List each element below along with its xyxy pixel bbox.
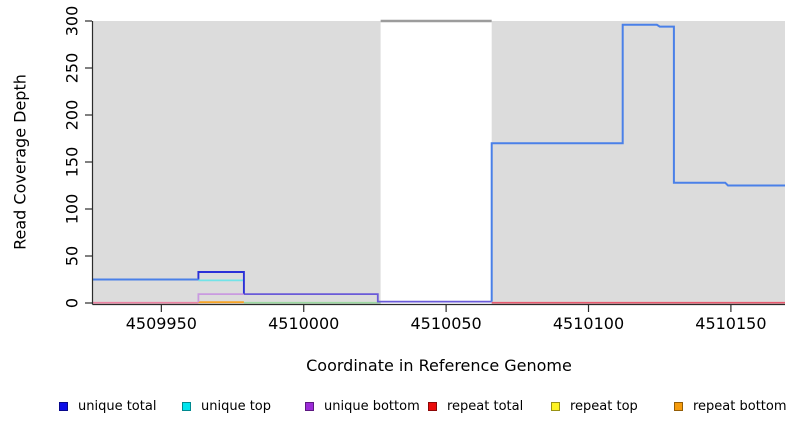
x-axis-title: Coordinate in Reference Genome bbox=[306, 356, 572, 375]
x-tick-label: 4510000 bbox=[268, 314, 340, 333]
legend-item-repeat-top: repeat top bbox=[551, 398, 638, 414]
series-unique-total-right bbox=[490, 23, 785, 302]
series-unique-total-dark-step bbox=[197, 271, 245, 294]
legend-swatch-icon bbox=[182, 401, 191, 411]
legend-item-unique-top: unique top bbox=[182, 398, 271, 414]
legend-item-repeat-total: repeat total bbox=[428, 398, 523, 414]
legend-item-repeat-bottom: repeat bottom bbox=[674, 398, 787, 414]
legend-item-unique-bottom: unique bottom bbox=[305, 398, 420, 414]
y-tick-label: 150 bbox=[62, 146, 82, 178]
masked-region-band bbox=[380, 21, 492, 304]
x-tick-label: 4510150 bbox=[695, 314, 767, 333]
series-unique-bottom-violet bbox=[243, 293, 492, 303]
legend-label: unique bottom bbox=[324, 398, 420, 414]
y-tick-label: 200 bbox=[62, 99, 82, 131]
legend-label: unique total bbox=[78, 398, 157, 414]
legend-item-unique-total: unique total bbox=[59, 398, 156, 414]
legend-label: unique top bbox=[201, 398, 272, 414]
legend-swatch-icon bbox=[428, 401, 437, 411]
y-tick-label: 300 bbox=[62, 5, 82, 37]
y-tick-label: 50 bbox=[62, 245, 82, 267]
y-tick-label: 0 bbox=[62, 297, 82, 309]
legend-label: repeat top bbox=[570, 398, 638, 414]
legend-swatch-icon bbox=[305, 401, 314, 411]
series-unique-bottom-plum bbox=[197, 293, 244, 303]
y-tick-label: 100 bbox=[62, 193, 82, 225]
legend-label: repeat total bbox=[447, 398, 524, 414]
legend-swatch-icon bbox=[551, 401, 560, 411]
legend-swatch-icon bbox=[59, 401, 68, 411]
x-tick-label: 4510100 bbox=[552, 314, 625, 333]
x-tick-label: 4510050 bbox=[410, 314, 482, 333]
legend-label: repeat bottom bbox=[693, 398, 787, 414]
legend-swatch-icon bbox=[674, 401, 683, 411]
y-tick-label: 250 bbox=[62, 52, 82, 84]
x-tick-label: 4509950 bbox=[125, 314, 197, 333]
y-axis-title: Read Coverage Depth bbox=[10, 74, 30, 250]
